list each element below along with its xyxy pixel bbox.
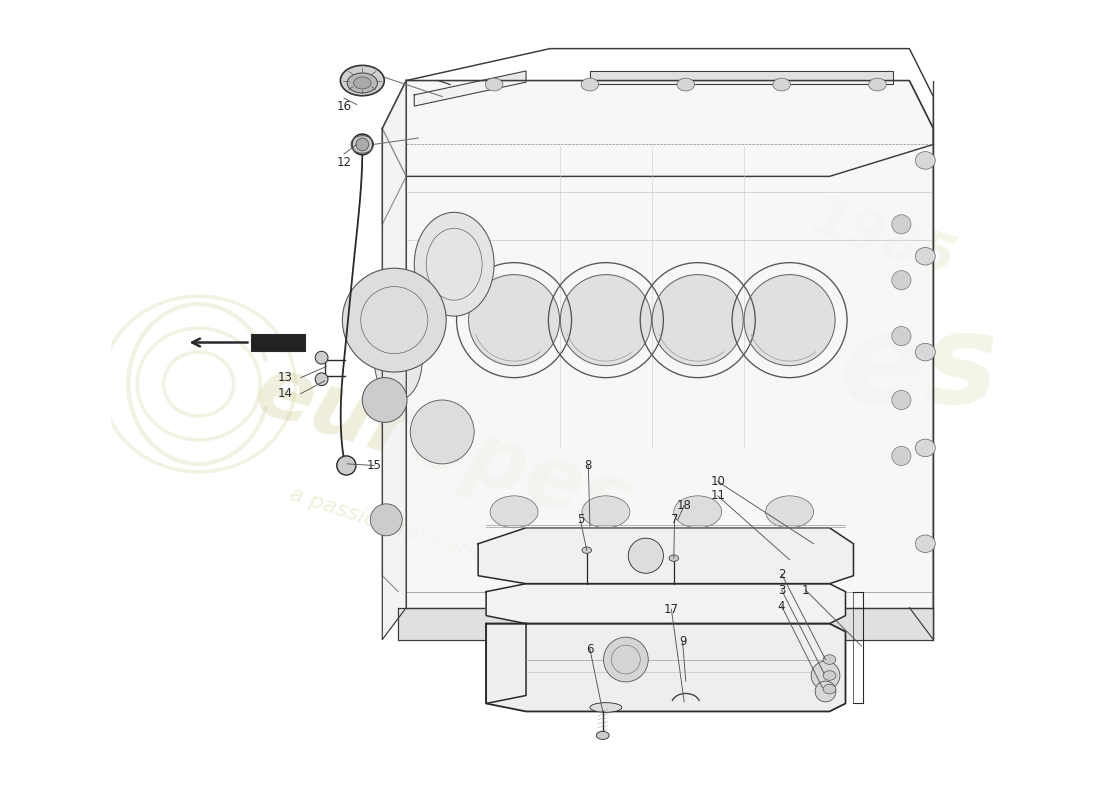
Text: 4: 4 (778, 599, 785, 613)
Text: 7: 7 (671, 514, 679, 526)
Ellipse shape (491, 496, 538, 528)
Polygon shape (398, 608, 933, 639)
Ellipse shape (915, 535, 935, 553)
Circle shape (316, 373, 328, 386)
Circle shape (811, 661, 840, 690)
Circle shape (892, 214, 911, 234)
Text: 13: 13 (277, 371, 293, 384)
Ellipse shape (915, 152, 935, 170)
Circle shape (352, 134, 373, 155)
Ellipse shape (915, 247, 935, 265)
Ellipse shape (582, 547, 592, 554)
Text: 11: 11 (711, 490, 725, 502)
Polygon shape (486, 624, 846, 711)
Circle shape (628, 538, 663, 574)
Ellipse shape (485, 78, 503, 91)
Circle shape (469, 274, 560, 366)
Ellipse shape (766, 496, 814, 528)
Ellipse shape (869, 78, 887, 91)
Bar (251, 334, 305, 351)
Ellipse shape (581, 78, 598, 91)
Circle shape (410, 400, 474, 464)
Ellipse shape (348, 73, 377, 93)
Polygon shape (486, 584, 846, 624)
Ellipse shape (915, 439, 935, 457)
Circle shape (815, 681, 836, 702)
Ellipse shape (415, 212, 494, 316)
Circle shape (652, 274, 744, 366)
Text: 9: 9 (679, 634, 686, 648)
Polygon shape (383, 81, 406, 639)
Text: 15: 15 (367, 459, 382, 472)
Ellipse shape (674, 496, 722, 528)
Circle shape (892, 390, 911, 410)
Circle shape (356, 138, 369, 151)
Circle shape (362, 378, 407, 422)
Text: 3: 3 (778, 583, 785, 597)
Ellipse shape (669, 555, 679, 562)
Text: 1985: 1985 (806, 193, 961, 288)
Text: europes: europes (245, 348, 645, 548)
Text: 6: 6 (586, 642, 594, 656)
Text: 17: 17 (664, 602, 679, 616)
Polygon shape (415, 71, 526, 106)
Ellipse shape (823, 654, 836, 664)
Text: 1: 1 (802, 583, 810, 597)
Circle shape (892, 446, 911, 466)
Text: es: es (839, 307, 999, 429)
Text: a passion for cars since 1985: a passion for cars since 1985 (287, 484, 603, 603)
Circle shape (342, 268, 447, 372)
Ellipse shape (582, 496, 630, 528)
Circle shape (560, 274, 651, 366)
Ellipse shape (823, 684, 836, 694)
Polygon shape (590, 71, 893, 84)
Polygon shape (406, 81, 933, 639)
Circle shape (604, 637, 648, 682)
Ellipse shape (676, 78, 694, 91)
Text: 2: 2 (778, 567, 785, 581)
Ellipse shape (823, 670, 836, 680)
Text: 14: 14 (277, 387, 293, 400)
Circle shape (892, 326, 911, 346)
Text: 10: 10 (711, 475, 725, 488)
Text: 16: 16 (337, 100, 352, 113)
Circle shape (892, 270, 911, 290)
Ellipse shape (915, 343, 935, 361)
Ellipse shape (773, 78, 791, 91)
Circle shape (316, 351, 328, 364)
Circle shape (337, 456, 356, 475)
Polygon shape (478, 528, 854, 584)
Text: 8: 8 (584, 459, 592, 472)
Polygon shape (486, 624, 526, 703)
Ellipse shape (590, 702, 621, 712)
Text: 12: 12 (337, 155, 352, 169)
Circle shape (744, 274, 835, 366)
Text: 18: 18 (676, 499, 692, 512)
Ellipse shape (353, 77, 371, 89)
Circle shape (371, 504, 403, 536)
Ellipse shape (596, 731, 609, 739)
Text: 5: 5 (576, 514, 584, 526)
Ellipse shape (374, 320, 422, 400)
Ellipse shape (340, 66, 384, 96)
